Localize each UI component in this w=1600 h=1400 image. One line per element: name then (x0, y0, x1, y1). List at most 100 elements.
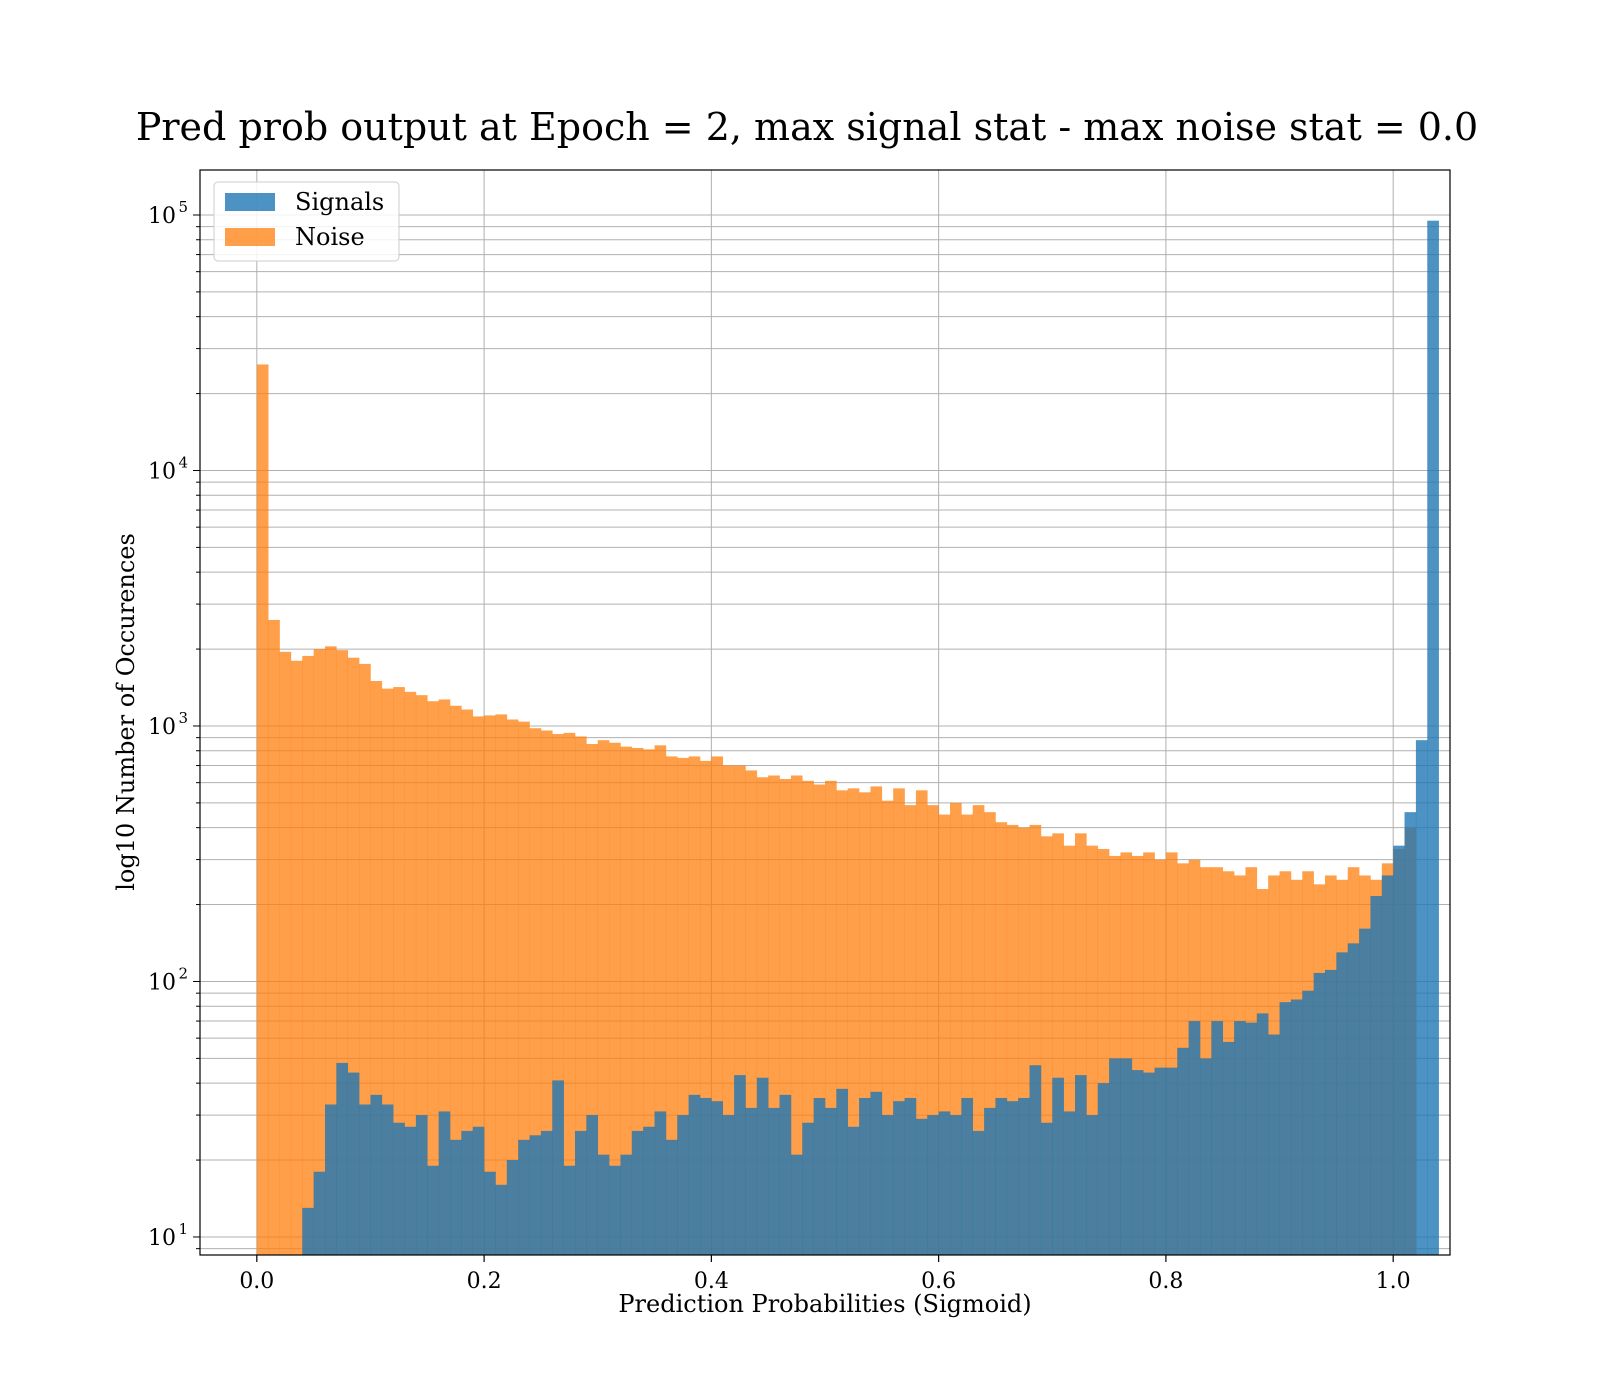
signal-bar (847, 1126, 860, 1255)
noise-bar (1109, 855, 1121, 1255)
signal-bar (620, 1154, 633, 1255)
signal-bar (1200, 1058, 1212, 1255)
noise-bar (256, 364, 269, 1255)
signal-bar (1063, 1111, 1076, 1255)
signal-bar (370, 1094, 383, 1255)
signal-bar (904, 1097, 917, 1255)
signal-bar (802, 1122, 814, 1255)
noise-bar (802, 780, 814, 1255)
signal-bar (450, 1139, 462, 1255)
signal-bar (1154, 1067, 1167, 1255)
noise-bar (427, 701, 439, 1255)
x-tick-label: 1.0 (1376, 1269, 1411, 1294)
signal-bar (586, 1115, 599, 1255)
signal-bar (393, 1122, 405, 1255)
noise-bar (688, 756, 701, 1255)
x-tick-label: 0.4 (694, 1269, 729, 1294)
signal-bar (745, 1107, 758, 1255)
noise-bar (586, 744, 599, 1255)
noise-bar (1165, 852, 1178, 1255)
noise-bar (313, 649, 326, 1255)
noise-bar (336, 650, 349, 1255)
signal-bar (654, 1111, 667, 1255)
noise-bar (825, 780, 837, 1255)
signal-bar (461, 1130, 474, 1255)
signal-bar (1097, 1083, 1110, 1255)
signal-bar (563, 1165, 576, 1255)
y-tick-exponent: 4 (178, 453, 188, 471)
legend-swatch-signals (225, 193, 275, 211)
x-axis-label: Prediction Probabilities (Sigmoid) (618, 1290, 1031, 1318)
noise-bar (575, 736, 587, 1255)
signal-bar (1336, 952, 1349, 1255)
signal-bar (643, 1126, 655, 1255)
noise-bar (1063, 845, 1076, 1255)
noise-bar (461, 709, 474, 1255)
noise-bar (1154, 859, 1167, 1255)
y-axis-label: log10 Number of Occurences (112, 533, 140, 891)
noise-bar (711, 756, 724, 1255)
x-tick-label: 0.8 (1148, 1269, 1183, 1294)
signal-bar (597, 1154, 610, 1255)
noise-bar (609, 742, 621, 1255)
signal-bar (1302, 990, 1314, 1255)
signal-bar (859, 1097, 871, 1255)
y-tick-exponent: 5 (178, 198, 188, 216)
signal-bar (1313, 972, 1326, 1255)
noise-bar (506, 719, 519, 1255)
noise-bar (620, 746, 633, 1255)
signal-bar (665, 1139, 678, 1255)
noise-bar (768, 775, 780, 1255)
x-tick-label: 0.2 (467, 1269, 502, 1294)
signal-bar (1165, 1067, 1178, 1255)
signal-bar (552, 1080, 564, 1255)
signal-bar (1245, 1022, 1258, 1255)
y-tick-label: 10 (148, 715, 176, 740)
signal-bar (836, 1088, 849, 1255)
signal-bar (1109, 1058, 1121, 1255)
signal-bar (1052, 1077, 1064, 1255)
noise-bar (518, 721, 530, 1255)
noise-bar (1052, 833, 1064, 1255)
noise-bar (540, 730, 553, 1255)
signal-bar (938, 1111, 951, 1255)
y-tick-exponent: 1 (178, 1220, 188, 1238)
signal-bar (688, 1094, 701, 1255)
noise-bar (722, 765, 735, 1255)
signal-bar (870, 1091, 883, 1255)
noise-bar (881, 800, 894, 1255)
noise-bar (1120, 852, 1133, 1255)
signal-bar (495, 1184, 508, 1255)
noise-bar (279, 651, 292, 1255)
noise-bar (495, 714, 508, 1255)
noise-bar (961, 814, 974, 1255)
noise-bar (950, 802, 962, 1255)
noise-bar (756, 777, 769, 1255)
noise-bar (552, 734, 564, 1255)
noise-bar (915, 790, 928, 1255)
noise-bar (438, 699, 451, 1255)
noise-bar (1040, 836, 1053, 1255)
signal-bar (995, 1097, 1008, 1255)
signal-bar (609, 1165, 621, 1255)
signal-bar (722, 1115, 735, 1255)
signal-bar (1075, 1075, 1087, 1255)
noise-bar (938, 814, 951, 1255)
signal-bar (984, 1107, 996, 1255)
noise-bar (984, 812, 996, 1255)
signal-bar (790, 1154, 803, 1255)
signal-bar (1427, 220, 1439, 1256)
signal-bar (1381, 875, 1394, 1255)
signal-bar (1404, 812, 1417, 1255)
signal-bar (1120, 1058, 1133, 1255)
noise-bar (404, 691, 417, 1255)
signal-bar (1347, 943, 1360, 1255)
signal-bar (768, 1107, 780, 1255)
signal-bar (1359, 928, 1371, 1255)
signal-bar (325, 1104, 337, 1255)
noise-bar (1075, 833, 1087, 1255)
noise-bar (484, 715, 496, 1255)
signal-bar (893, 1101, 905, 1255)
signal-bar (336, 1062, 349, 1255)
signal-bar (950, 1115, 962, 1255)
